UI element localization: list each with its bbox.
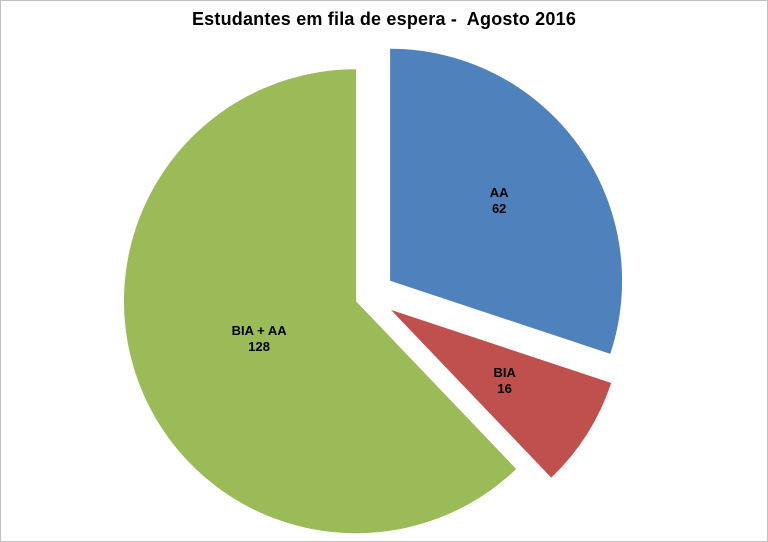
pie-slice-bia-aa xyxy=(124,69,517,534)
slice-label-bia: BIA 16 xyxy=(493,365,516,396)
pie-slice-bia xyxy=(390,309,612,478)
chart-title: Estudantes em fila de espera - Agosto 20… xyxy=(191,9,577,29)
pie-slice-aa xyxy=(390,48,623,354)
slice-label-bia-aa: BIA + AA 128 xyxy=(232,323,288,354)
slice-label-aa: AA 62 xyxy=(490,185,509,216)
